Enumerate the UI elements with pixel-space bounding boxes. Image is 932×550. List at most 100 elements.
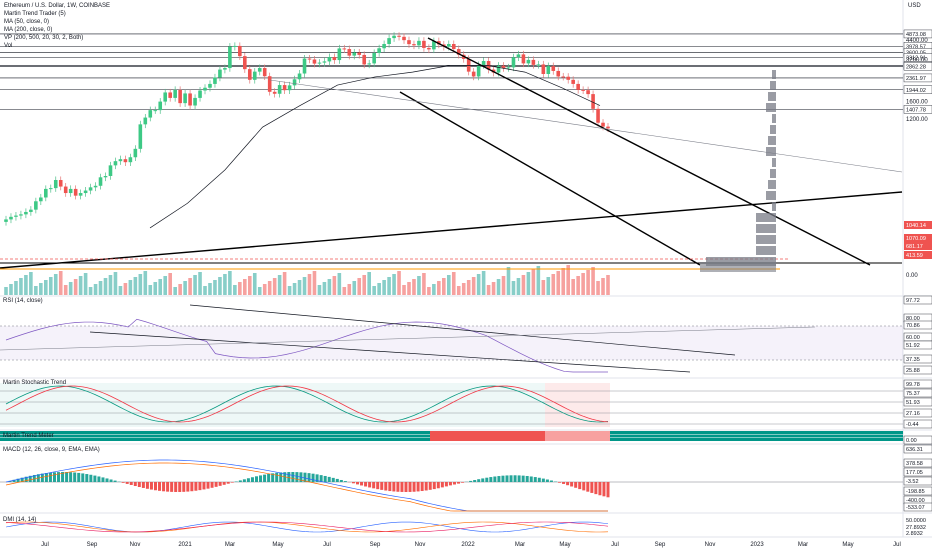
candle-body-103 [516,54,521,58]
indicator-volume[interactable]: Vol [4,43,13,49]
volume-bar-121 [606,275,610,295]
candle-body-39 [198,90,202,98]
dmi-pane-title[interactable]: DMI (14, 14) [3,517,37,523]
volume-bar-59 [297,280,302,295]
macd-hist-26 [109,479,113,482]
candle-body-78 [392,35,396,39]
rsi-trend-lower [89,331,691,373]
candle-body-80 [402,36,406,41]
volume-bar-6 [34,286,38,295]
macd-hist-64 [263,474,267,482]
candle-body-44 [223,68,227,70]
candle-body-58 [292,79,297,86]
diag-grey-line [269,79,903,173]
macd-hist-32 [133,482,137,487]
macd-hist-7 [32,474,36,482]
macd-hist-39 [162,482,166,492]
macd-hist-88 [360,482,364,486]
macd-hist-47 [194,482,198,491]
trend-meter-title[interactable]: Martin Trend Meter [3,433,54,439]
volume-bar-55 [277,275,282,295]
candle-body-97 [486,61,491,70]
candle-body-113 [566,76,570,80]
volume-profile-bar-0 [772,70,776,79]
volume-bar-50 [252,273,257,295]
volume-profile-base [700,262,776,272]
rsi-tick-tag-5 [903,354,932,364]
macd-hist-42 [174,482,178,492]
macd-hist-107 [436,482,440,489]
macd-hist-6 [28,475,32,482]
candle-body-63 [317,62,322,64]
candle-body-50 [252,71,257,80]
macd-hist-101 [412,482,416,492]
candle-body-46 [233,45,237,47]
candle-body-66 [332,57,337,61]
volume-bar-15 [78,276,83,295]
macd-hist-49 [202,482,206,490]
volume-bar-119 [596,281,600,295]
macd-tick-tag-3 [903,476,932,486]
rsi-trend-rising [0,326,816,351]
macd-hist-11 [48,472,52,482]
volume-bar-47 [238,282,242,295]
volume-bar-109 [546,277,551,295]
indicator-volume-profile[interactable]: VP (200, 500, 20, 30, 2, Both) [4,35,84,41]
candle-body-22 [113,161,118,166]
time-axis-label-11: May [559,542,570,548]
candle-body-121 [606,126,610,129]
price-level-tag-5 [903,62,932,71]
time-axis-label-3: 2021 [178,542,192,548]
macd-hist-72 [295,472,299,482]
currency-label: USD [908,3,921,9]
macd-tick-tag-2 [903,467,932,477]
symbol-title[interactable]: Ethereum / U.S. Dollar, 1W, COINBASE [4,3,111,9]
volume-bar-92 [461,283,466,295]
indicator-ma200[interactable]: MA (200, close, 0) [4,27,53,33]
candle-body-117 [586,90,590,95]
dmi-tick-2: 2.8932 [906,531,923,537]
candle-body-86 [432,41,436,50]
macd-hist-99 [404,482,408,492]
stoch-pane-title[interactable]: Martin Stochastic Trend [3,380,67,386]
candle-body-47 [238,45,242,57]
stoch-tick-1: 75.37 [906,391,920,397]
candle-body-74 [372,53,376,64]
macd-hist-93 [380,482,384,490]
macd-hist-119 [485,477,489,482]
candle-body-115 [576,83,580,90]
candle-body-9 [48,188,53,190]
macd-tick-2: 177.05 [906,470,923,476]
volume-bar-4 [24,275,28,295]
time-axis-label-5: May [272,542,283,548]
volume-bar-81 [407,282,411,295]
price-tag-bg-1 [904,234,932,242]
time-axis-label-15: 2023 [750,542,764,548]
indicator-trend-trader[interactable]: Martin Trend Trader (5) [4,11,66,17]
rsi-pane-title[interactable]: RSI (14, close) [3,298,43,304]
candle-body-18 [93,185,98,188]
macd-hist-120 [489,477,493,482]
volume-bar-65 [327,279,332,295]
volume-bar-1 [9,284,13,295]
macd-hist-65 [267,473,271,482]
macd-hist-139 [566,482,570,486]
macd-hist-19 [81,473,85,482]
volume-bar-61 [307,274,312,295]
macd-hist-22 [93,475,97,482]
macd-hist-9 [40,473,44,482]
macd-hist-54 [222,482,226,485]
price-tag-bg-3 [904,251,932,259]
volume-bar-95 [476,274,481,295]
candle-body-108 [541,64,546,75]
time-axis-label-12: Jul [611,542,619,548]
candle-body-111 [556,70,561,77]
macd-hist-67 [275,472,279,482]
macd-pane-title[interactable]: MACD (12, 26, close, 9, EMA, EMA) [3,447,100,453]
indicator-ma50[interactable]: MA (50, close, 0) [4,19,50,25]
volume-bar-42 [213,280,217,295]
macd-hist-97 [396,482,400,492]
macd-tick-tag-6 [903,502,932,512]
volume-bar-7 [39,283,43,295]
